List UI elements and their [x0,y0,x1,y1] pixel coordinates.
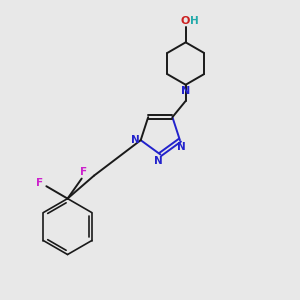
Text: N: N [154,156,163,166]
Text: F: F [80,167,88,177]
Text: N: N [131,135,140,145]
Text: F: F [36,178,43,188]
Text: N: N [177,142,186,152]
Text: N: N [181,86,190,96]
Text: H: H [190,16,199,26]
Text: O: O [181,16,190,26]
